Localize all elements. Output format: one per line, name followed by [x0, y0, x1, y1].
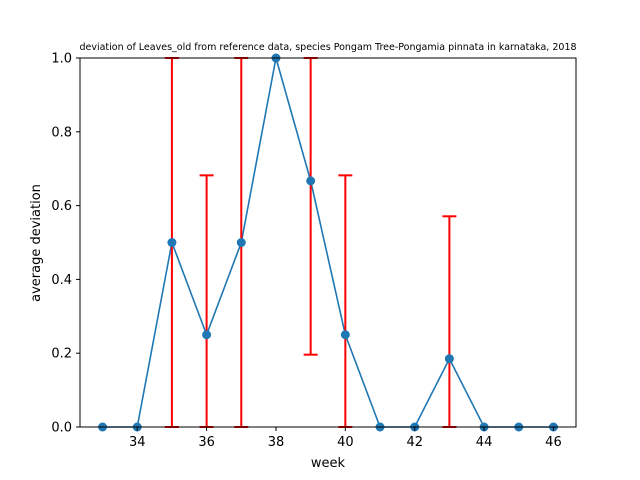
x-tick-label: 38	[268, 435, 285, 450]
y-tick-label: 0.2	[51, 347, 72, 362]
x-axis-title: week	[311, 456, 346, 471]
y-tick-label: 0.6	[51, 199, 72, 214]
data-point	[340, 330, 350, 340]
x-tick-label: 36	[198, 435, 215, 450]
x-tick-label: 46	[545, 435, 562, 450]
x-tick-label: 44	[476, 435, 493, 450]
y-tick-label: 0.8	[51, 125, 72, 140]
x-tick-label: 42	[406, 435, 423, 450]
data-point	[167, 238, 177, 247]
y-tick-label: 0.4	[51, 273, 72, 288]
chart-title: deviation of Leaves_old from reference d…	[79, 42, 576, 53]
y-axis-title: average deviation	[29, 184, 44, 302]
series-line	[102, 57, 554, 428]
data-point	[202, 330, 212, 340]
y-tick-label: 0.0	[51, 421, 72, 436]
x-tick-label: 40	[337, 435, 354, 450]
data-point	[306, 176, 316, 186]
y-tick-label: 1.0	[51, 52, 72, 67]
data-point	[236, 238, 246, 247]
data-point	[444, 354, 454, 364]
axes-frame	[79, 57, 577, 428]
plot-area: 34 36 38 40 42 44 46 0.0 0.2 0.4 0.6 0.8 1.0	[51, 52, 577, 450]
x-tick-label: 34	[129, 435, 146, 450]
